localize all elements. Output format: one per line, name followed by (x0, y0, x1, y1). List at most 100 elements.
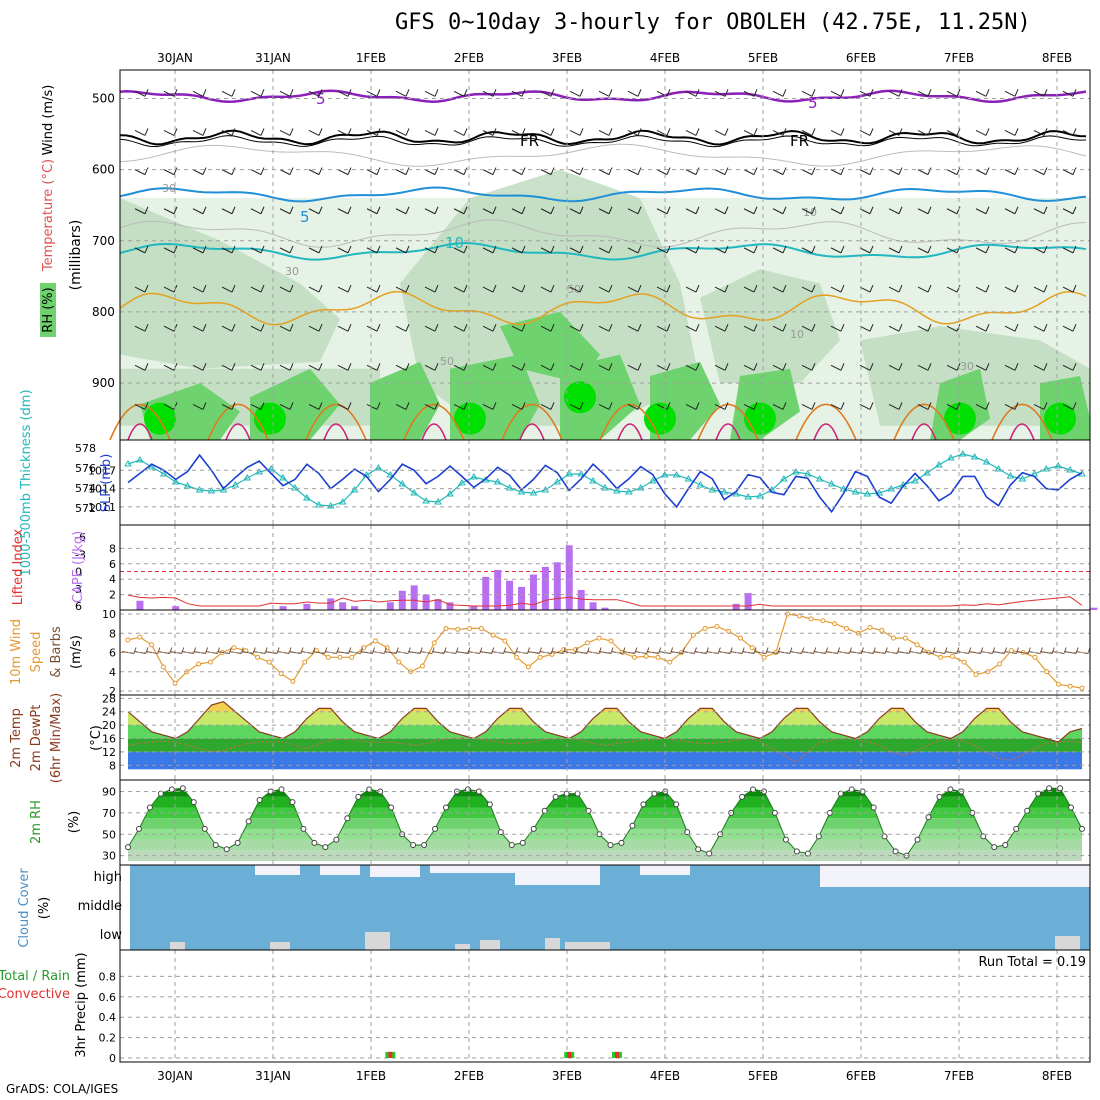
precip-tick-0.4: 0.4 (99, 1011, 117, 1024)
thickness-point (541, 486, 550, 493)
wind10-barb (825, 651, 838, 654)
wind-barb (801, 206, 816, 215)
thickness-point (958, 450, 967, 457)
wind-barb (975, 206, 990, 215)
wind-barb (685, 167, 700, 176)
rh-point (344, 815, 351, 822)
wind10-barb (288, 651, 302, 654)
cape-bar (589, 602, 597, 610)
contour-arch-orange-8 (893, 403, 955, 441)
wind-barb (395, 323, 410, 332)
wind-barb (801, 284, 816, 293)
wind-speed-point (667, 659, 673, 665)
thickness-point (982, 458, 991, 465)
thickness-point (326, 502, 335, 509)
wind10-barb (193, 651, 206, 654)
wind-barb (569, 89, 584, 97)
contour-minus5 (119, 89, 1087, 104)
cape-bar (732, 603, 740, 610)
cloud-low-bar-7 (1055, 936, 1080, 950)
wind-speed-point (125, 637, 131, 643)
thickness-point (183, 482, 192, 489)
thickness-point (660, 471, 669, 478)
wind-barb (1033, 284, 1048, 293)
cape-bar (303, 603, 311, 610)
wind10-barb-flag (980, 647, 984, 654)
wind-barb (830, 402, 845, 410)
wind-barb (975, 363, 990, 371)
label-millibars: (millibars) (68, 220, 84, 291)
wind-barb (511, 206, 526, 215)
rh-point (190, 799, 197, 806)
cape-tick-6: 6 (109, 558, 116, 571)
thickness-point (219, 486, 228, 493)
wind-speed-point (961, 659, 967, 665)
wind-speed-point (302, 659, 308, 665)
label-cloud-cover: Cloud Cover (17, 868, 32, 948)
wind-barb (337, 167, 352, 176)
wind10-barb (694, 651, 707, 654)
wind-barb (888, 245, 903, 254)
wind-barb (714, 128, 729, 136)
wind10-barb-flag (1075, 647, 1079, 654)
label-cloud-unit: (%) (37, 897, 52, 920)
thickness-point (863, 490, 872, 497)
wind-barb (424, 402, 439, 410)
label-barbs: & Barbs (49, 626, 64, 678)
cloud-low-bar-6 (565, 942, 610, 950)
wind-barb (540, 402, 555, 410)
wind10-barb (670, 651, 683, 654)
thickness-point (577, 470, 586, 477)
rh-point (695, 846, 702, 853)
wind-barb (685, 323, 700, 332)
wind-barb (830, 284, 845, 293)
thickness-point (851, 488, 860, 495)
wind-barb (1004, 206, 1019, 215)
precip-bar-convective (388, 1051, 393, 1058)
date-top-1FEB: 1FEB (356, 51, 386, 65)
wind-barb (598, 128, 613, 136)
wind-speed-point (867, 624, 873, 630)
pressure-tick-600: 600 (92, 163, 115, 177)
wind-speed-point (1079, 685, 1085, 691)
wind-barb (714, 402, 729, 410)
contour-10c (119, 242, 1087, 261)
label-lifted-index: Lifted Index (11, 528, 26, 605)
wind-barb (656, 206, 671, 215)
cloud-level-middle: middle (78, 899, 122, 914)
wind-barb (308, 245, 323, 254)
wind10-barb-flag (932, 647, 936, 654)
wind-barb (1033, 89, 1048, 97)
wind-speed-point (419, 663, 425, 669)
thickness-point (613, 487, 621, 494)
cape-bar (565, 545, 573, 610)
cloud-high-gap-1 (320, 865, 360, 875)
wind-barb (772, 128, 787, 136)
wind-speed-point (879, 627, 885, 633)
wind-speed-point (796, 613, 802, 619)
wind10-barb-flag (741, 647, 745, 654)
wind-speed-point (714, 624, 720, 630)
pressure-tick-800: 800 (92, 305, 115, 319)
rh-point (892, 848, 899, 855)
wind-barb (830, 245, 845, 254)
wind-barb (627, 89, 642, 97)
wind-barb (569, 206, 584, 215)
contour-arch-magenta-5 (617, 423, 643, 441)
wind-barb (598, 402, 613, 410)
wind-speed-point (631, 654, 637, 660)
wind-barb (279, 323, 294, 332)
wind-barb (685, 128, 700, 136)
wind10-barb (551, 651, 564, 654)
wind-barb (163, 167, 178, 176)
wind-barb (743, 402, 758, 410)
wind-tick-8: 8 (109, 627, 116, 640)
temp-tick-24: 24 (102, 706, 116, 719)
cape-bar (541, 566, 549, 610)
wind-speed-point (255, 654, 261, 660)
wind-barb (395, 167, 410, 176)
date-top-5FEB: 5FEB (748, 51, 778, 65)
wind-barb (279, 167, 294, 176)
wind10-barb-flag (956, 647, 960, 654)
wind-barb (1062, 206, 1077, 215)
